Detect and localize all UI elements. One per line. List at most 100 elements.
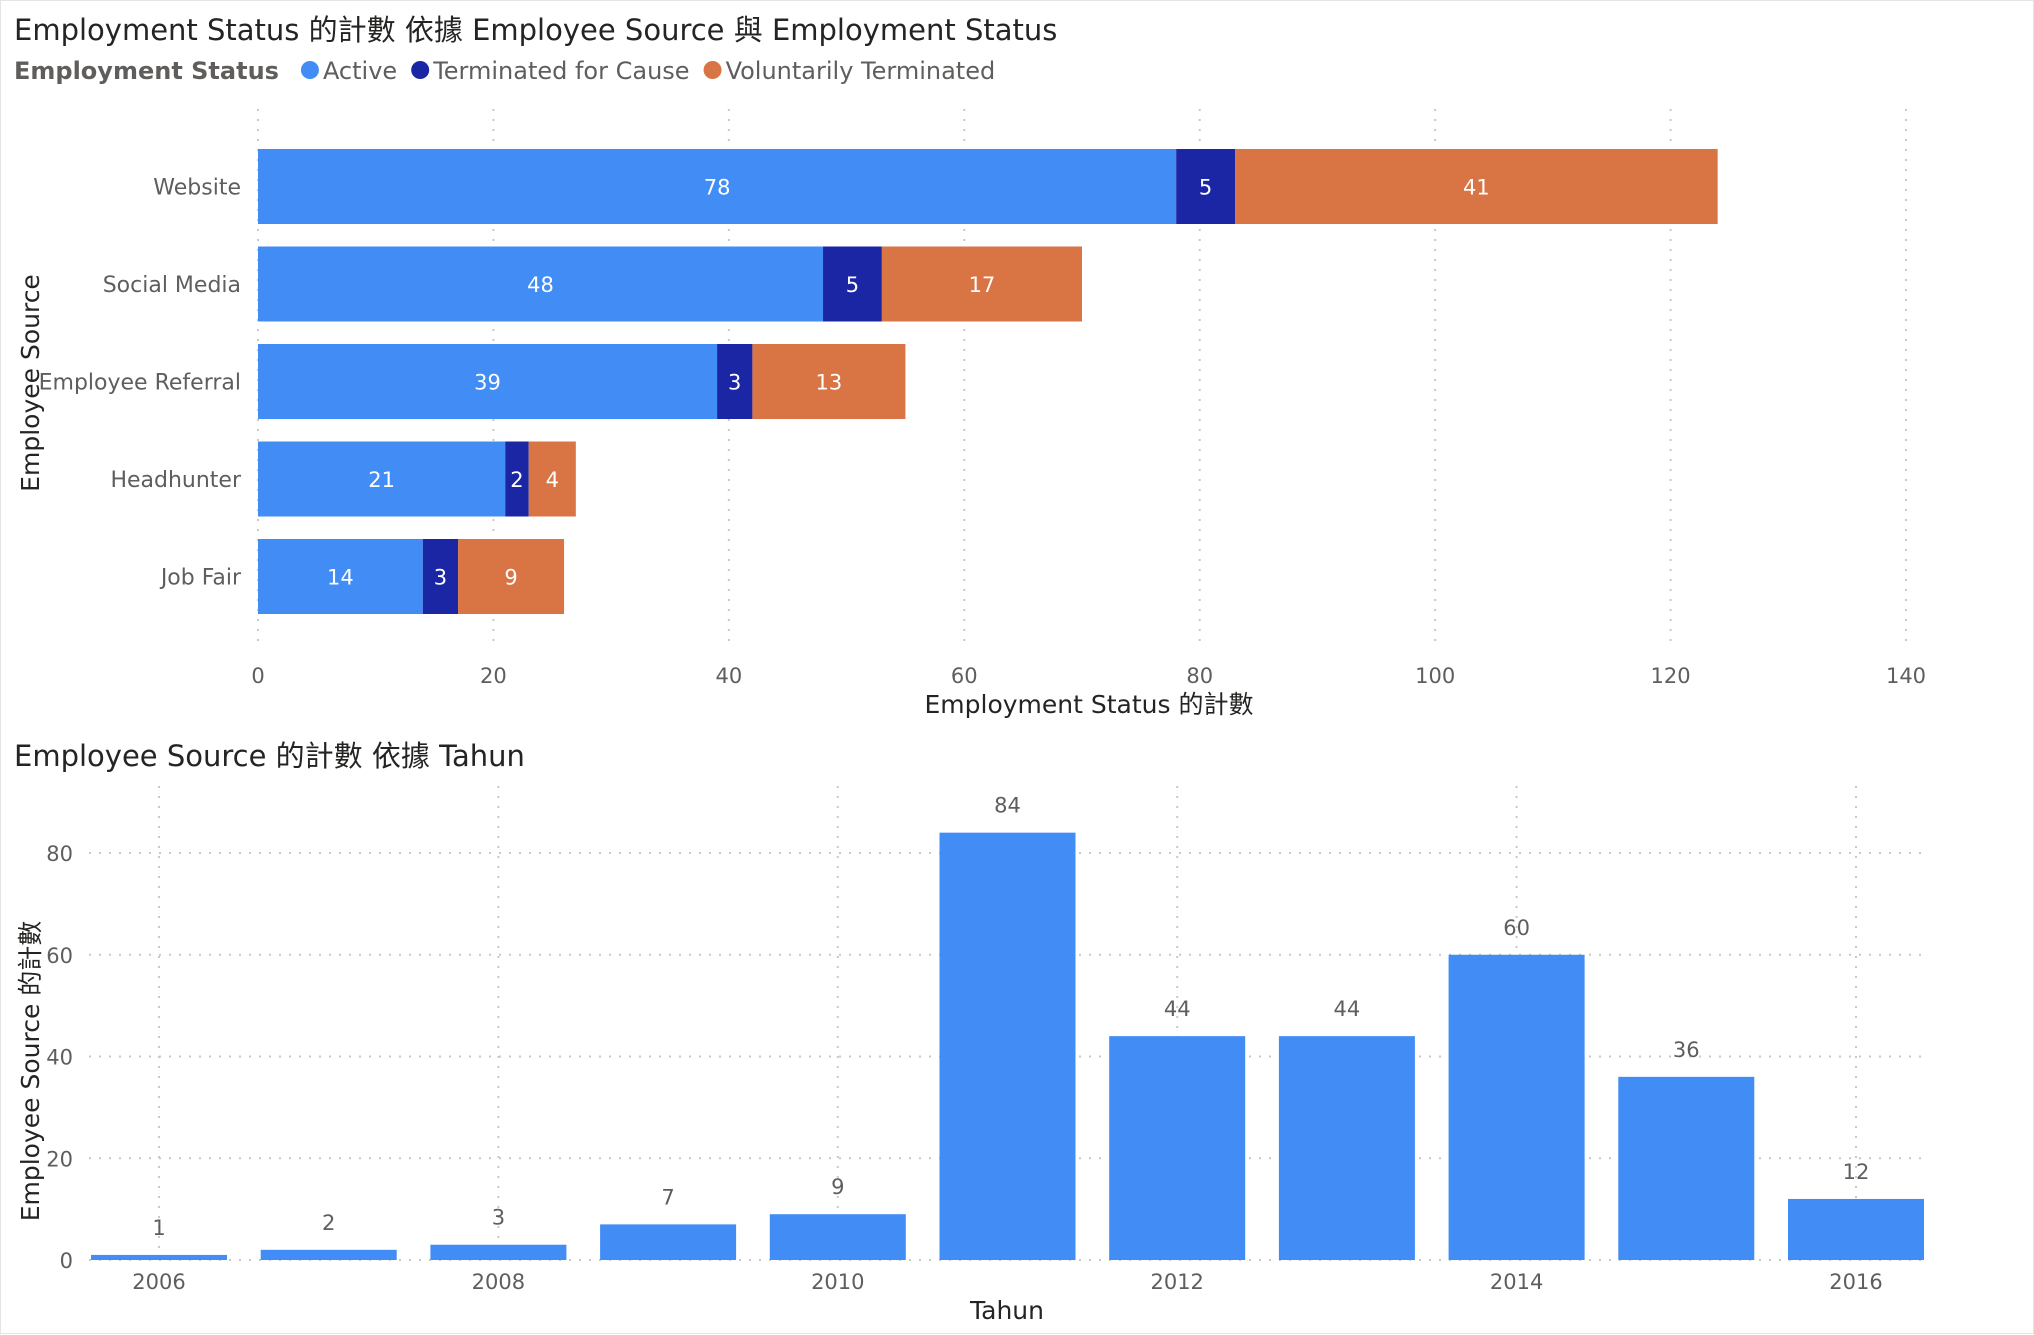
chart2-y-tick-0: 0 [60,1249,73,1273]
chart2-y-tick-20: 20 [46,1147,73,1171]
bar-website-active[interactable] [258,149,1177,224]
bar-social-media-terminated-for-cause[interactable] [823,246,882,322]
chart1-x-tick-120: 120 [1651,664,1691,688]
chart1-category-labels: Website Social Media Employee Referral Head… [39,176,242,591]
legend-marker-active [300,61,319,79]
chart2-y-tick-80: 80 [46,842,73,866]
column-2015[interactable] [1618,1076,1755,1260]
chart1-x-ticks: 0 20 40 60 80 100 120 140 [251,664,1926,688]
column-label-2013: 44 [1334,997,1361,1021]
legend-title: Employment Status [14,57,279,85]
data-label-employee-referral-active: 39 [474,371,501,395]
chart1-y-axis-title: Employee Source [16,274,45,492]
column-label-2016: 12 [1843,1160,1870,1184]
bar-employee-referral-active[interactable] [258,344,718,419]
chart2-x-tick-2006: 2006 [132,1270,185,1294]
employment-status-chart[interactable]: Employment Status 的計數 依據 Employee Source… [14,13,1926,719]
data-label-website-terminated-for-cause: 5 [1199,176,1212,200]
data-label-employee-referral-voluntarily-terminated: 13 [816,371,843,395]
chart2-y-tick-60: 60 [46,944,73,968]
chart2-x-tick-2012: 2012 [1150,1270,1203,1294]
column-2012[interactable] [1109,1036,1246,1260]
category-label-social-media: Social Media [103,273,241,298]
category-label-job-fair: Job Fair [159,566,242,591]
bar-job-fair-terminated-for-cause[interactable] [422,539,459,614]
data-label-job-fair-voluntarily-terminated: 9 [504,566,517,590]
bar-job-fair-active[interactable] [258,539,423,614]
data-label-website-active: 78 [704,176,731,200]
data-label-job-fair-terminated-for-cause: 3 [434,566,447,590]
column-2016[interactable] [1788,1198,1924,1260]
data-label-headhunter-terminated-for-cause: 2 [510,468,523,492]
chart1-x-tick-140: 140 [1886,664,1926,688]
chart1-x-tick-60: 60 [951,664,978,688]
data-label-job-fair-active: 14 [327,566,354,590]
legend-label-active[interactable]: Active [323,57,397,85]
data-label-employee-referral-terminated-for-cause: 3 [728,371,741,395]
column-label-2010: 9 [831,1175,844,1199]
column-label-2009: 7 [661,1185,674,1209]
chart1-x-tick-20: 20 [480,664,507,688]
chart1-x-axis-title: Employment Status 的計數 [925,690,1254,719]
data-label-social-media-terminated-for-cause: 5 [846,273,859,297]
bar-employee-referral-terminated-for-cause[interactable] [717,344,753,419]
column-2008[interactable] [430,1244,567,1260]
legend-label-terminated-for-cause[interactable]: Terminated for Cause [432,57,689,85]
bar-headhunter-voluntarily-terminated[interactable] [528,441,576,517]
category-label-website: Website [153,176,241,201]
chart1-x-tick-100: 100 [1415,664,1455,688]
chart2-x-tick-2008: 2008 [472,1270,525,1294]
column-label-2011: 84 [994,794,1021,818]
legend-items[interactable]: Active Terminated for Cause Voluntarily Te… [300,57,996,85]
bar-social-media-voluntarily-terminated[interactable] [881,246,1082,322]
chart2-x-tick-2014: 2014 [1490,1270,1543,1294]
chart2-x-axis-title: Tahun [969,1296,1044,1325]
chart2-y-ticks: 0 20 40 60 80 [46,842,73,1273]
column-label-2007: 2 [322,1211,335,1235]
chart1-title: Employment Status 的計數 依據 Employee Source… [14,13,1057,47]
category-label-headhunter: Headhunter [110,468,242,493]
column-label-2008: 3 [492,1206,505,1230]
column-2011[interactable] [939,832,1076,1260]
data-label-headhunter-active: 21 [368,468,395,492]
column-label-2006: 1 [152,1216,165,1240]
data-label-website-voluntarily-terminated: 41 [1463,176,1490,200]
bar-headhunter-active[interactable] [258,441,506,517]
data-label-social-media-voluntarily-terminated: 17 [969,273,996,297]
chart2-y-tick-40: 40 [46,1046,73,1070]
category-label-employee-referral: Employee Referral [39,371,241,396]
legend-marker-voluntarily-terminated [703,61,722,79]
bar-website-terminated-for-cause[interactable] [1176,149,1236,224]
bar-employee-referral-voluntarily-terminated[interactable] [752,344,906,419]
bar-headhunter-terminated-for-cause[interactable] [505,441,529,517]
legend-marker-terminated-for-cause [411,61,430,79]
column-2007[interactable] [260,1249,397,1260]
data-label-headhunter-voluntarily-terminated: 4 [546,468,559,492]
employee-source-by-year-chart[interactable]: Employee Source 的計數 依據 Tahun 0 20 40 60 80 1… [14,739,1926,1325]
chart1-legend[interactable]: Employment Status Active Terminated for C… [14,57,995,85]
bar-job-fair-voluntarily-terminated[interactable] [458,539,565,614]
chart1-x-tick-0: 0 [251,664,264,688]
column-2014[interactable] [1448,954,1585,1260]
legend-label-voluntarily-terminated[interactable]: Voluntarily Terminated [726,57,996,85]
chart2-title: Employee Source 的計數 依據 Tahun [14,739,525,773]
bar-website-voluntarily-terminated[interactable] [1235,149,1718,224]
chart2-x-tick-2016: 2016 [1829,1270,1882,1294]
chart1-x-tick-80: 80 [1186,664,1213,688]
chart2-y-axis-title: Employee Source 的計數 [16,921,45,1222]
column-2013[interactable] [1278,1036,1415,1260]
chart1-x-tick-40: 40 [715,664,742,688]
column-2010[interactable] [769,1214,906,1260]
column-2006[interactable] [91,1254,227,1260]
column-label-2015: 36 [1673,1038,1700,1062]
chart2-x-tick-2010: 2010 [811,1270,864,1294]
column-label-2014: 60 [1503,916,1530,940]
column-2009[interactable] [600,1224,737,1260]
data-label-social-media-active: 48 [527,273,554,297]
column-label-2012: 44 [1164,997,1191,1021]
bar-social-media-active[interactable] [258,246,824,322]
